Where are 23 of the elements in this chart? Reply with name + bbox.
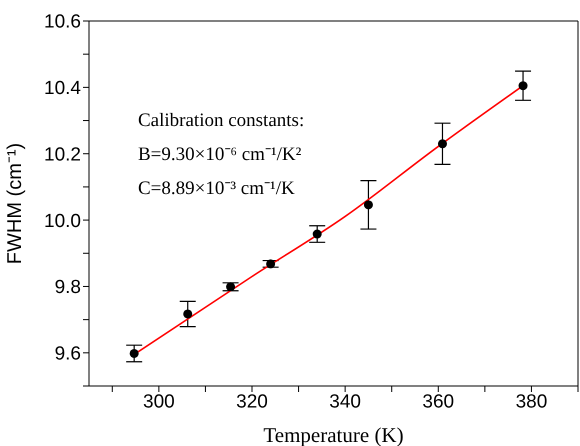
y-tick-label: 9.6 — [54, 344, 81, 365]
point — [364, 200, 373, 210]
x-tick-label: 320 — [236, 391, 268, 412]
point — [518, 81, 528, 90]
x-tick-label: 340 — [329, 391, 361, 412]
annotation: B=9.30×10⁻⁶ cm⁻¹/K² — [138, 143, 302, 167]
y-tick-label: 9.8 — [54, 277, 81, 298]
point — [438, 139, 447, 148]
y-tick-label: 10.6 — [44, 12, 81, 33]
x-tick-label: 380 — [516, 391, 548, 412]
point — [226, 282, 236, 292]
annotation: C=8.89×10⁻³ cm⁻¹/K — [138, 177, 296, 201]
point — [266, 259, 276, 268]
point — [312, 230, 322, 239]
point — [130, 348, 139, 358]
y-tick-label: 10.4 — [44, 78, 82, 100]
x-tick-label: 300 — [143, 391, 175, 412]
x-tick-label: 360 — [422, 391, 454, 412]
y-tick-label: 10.0 — [44, 210, 81, 232]
annotation: Calibration constants: — [138, 109, 304, 133]
y-tick-label: 10.2 — [44, 144, 81, 166]
point — [183, 309, 192, 318]
y-axis-title: FWHM (cm⁻¹) — [4, 142, 26, 264]
